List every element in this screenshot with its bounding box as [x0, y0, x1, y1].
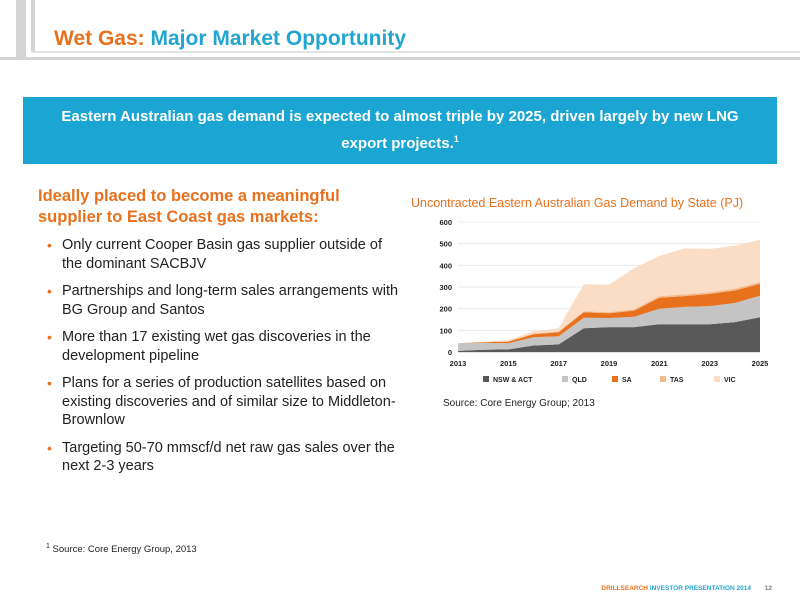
- chart-areas: [458, 239, 760, 352]
- bullet-item: Only current Cooper Basin gas supplier o…: [38, 236, 403, 273]
- chart-source: Source: Core Energy Group; 2013: [443, 398, 595, 409]
- y-tick-label: 400: [439, 261, 452, 270]
- y-tick-label: 300: [439, 283, 452, 292]
- footnote-mark: 1: [46, 543, 50, 550]
- legend-label: QLD: [572, 377, 587, 384]
- footer-presentation: INVESTOR PRESENTATION 2014: [649, 585, 751, 592]
- legend-label: TAS: [670, 377, 684, 384]
- area-series-qld: [458, 295, 760, 351]
- y-tick-label: 100: [439, 326, 452, 335]
- y-tick-label: 600: [439, 218, 452, 227]
- legend-swatch: [612, 376, 618, 382]
- footnote-text: Source: Core Energy Group, 2013: [52, 544, 197, 556]
- legend-swatch: [660, 376, 666, 382]
- bullet-item: Targeting 50-70 mmscf/d net raw gas sale…: [38, 439, 403, 476]
- stacked-area-chart: 0 100 200 300 400 500 600 2013 2015 2017 2019 2021…: [439, 218, 769, 384]
- bullet-item: Plans for a series of production satelli…: [38, 374, 403, 430]
- area-series-sa: [458, 283, 760, 344]
- title-corner-line: [31, 51, 800, 53]
- banner-footnote-mark: 1: [453, 134, 459, 144]
- banner-content: Eastern Australian gas demand is expecte…: [51, 106, 749, 155]
- x-axis-ticks: 2013 2015 2017 2019 2021 2023 2025: [450, 359, 769, 368]
- footnote: 1 Source: Core Energy Group, 2013: [46, 543, 197, 555]
- title-part-2: Major Market Opportunity: [150, 27, 407, 50]
- legend-swatch: [562, 376, 568, 382]
- title-decor-bar-left: [16, 0, 26, 57]
- page-footer: DRILLSEARCH INVESTOR PRESENTATION 2014 1…: [601, 585, 772, 592]
- x-tick-label: 2021: [651, 359, 668, 368]
- legend-swatch: [714, 376, 720, 382]
- chart-legend: NSW & ACT QLD SA TAS VIC: [483, 376, 736, 384]
- x-tick-label: 2017: [550, 359, 567, 368]
- bullet-list: Only current Cooper Basin gas supplier o…: [38, 236, 403, 485]
- x-tick-label: 2013: [450, 359, 467, 368]
- area-series-nsw-act: [458, 317, 760, 352]
- bullet-item: More than 17 existing wet gas discoverie…: [38, 328, 403, 365]
- y-tick-label: 200: [439, 305, 452, 314]
- x-tick-label: 2025: [752, 359, 769, 368]
- legend-swatch: [483, 376, 489, 382]
- x-tick-label: 2015: [500, 359, 517, 368]
- page-number: 12: [764, 585, 772, 592]
- title-decor-bar-right: [31, 0, 35, 51]
- y-tick-label: 500: [439, 240, 452, 249]
- area-series-tas: [458, 282, 760, 344]
- legend-label: SA: [622, 377, 632, 384]
- area-series-vic: [458, 239, 760, 344]
- x-tick-label: 2019: [601, 359, 618, 368]
- chart-title: Uncontracted Eastern Australian Gas Dema…: [411, 196, 744, 210]
- y-axis-ticks: 0 100 200 300 400 500 600: [439, 218, 452, 357]
- page-title: Wet Gas: Major Market Opportunity: [54, 27, 406, 51]
- bullet-item: Partnerships and long-term sales arrange…: [38, 282, 403, 319]
- title-underline: [0, 57, 800, 60]
- footer-brand: DRILLSEARCH: [601, 585, 648, 592]
- y-tick-label: 0: [448, 348, 452, 357]
- highlight-banner: Eastern Australian gas demand is expecte…: [23, 97, 777, 164]
- title-part-1: Wet Gas:: [54, 27, 145, 50]
- legend-label: NSW & ACT: [493, 377, 533, 384]
- x-tick-label: 2023: [701, 359, 718, 368]
- section-subheading: Ideally placed to become a meaningful su…: [38, 187, 340, 226]
- legend-label: VIC: [724, 377, 736, 384]
- banner-text: Eastern Australian gas demand is expecte…: [61, 108, 739, 152]
